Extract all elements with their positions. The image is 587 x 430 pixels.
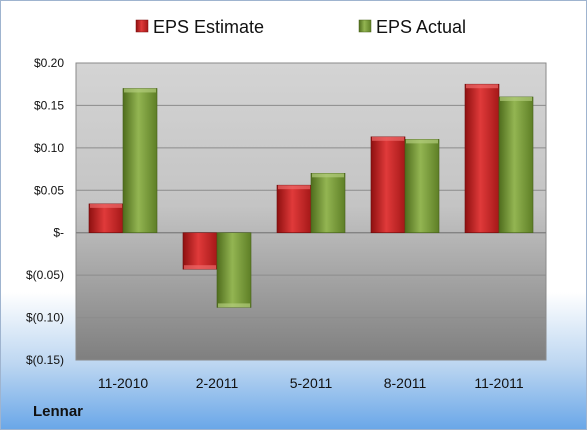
company-name: Lennar [33,403,84,420]
x-axis-labels: 11-2010 2-2011 5-2011 8-2011 11-2011 [98,375,524,391]
bar-eps-estimate-cap [466,84,498,89]
y-tick-label: $(0.05) [26,268,64,282]
y-tick-label: $0.10 [34,141,64,155]
bar-eps-actual [310,173,346,234]
x-category-label: 5-2011 [290,375,333,391]
bar-eps-actual-cap [500,96,532,101]
bar-eps-estimate [182,232,218,270]
bar-eps-estimate-cap [372,136,404,141]
bar-eps-actual-cap [124,88,156,93]
bar-eps-actual [404,139,440,234]
legend-swatch-estimate [135,19,149,33]
bar-eps-estimate [276,184,312,234]
bar-eps-actual-cap [218,303,250,308]
bar-eps-estimate [464,83,500,234]
x-category-label: 2-2011 [196,375,239,391]
y-tick-label: $0.05 [34,183,64,197]
y-tick-label: $- [53,226,64,240]
bar-eps-actual [122,88,158,234]
bar-eps-estimate-cap [90,203,122,208]
bar-eps-estimate-cap [278,185,310,190]
y-tick-label: $0.20 [34,56,64,70]
bar-eps-estimate-cap [184,265,216,270]
bar-eps-actual-cap [406,139,438,144]
y-tick-label: $(0.15) [26,353,64,367]
x-category-label: 8-2011 [384,375,427,391]
y-tick-label: $(0.10) [26,311,64,325]
x-category-label: 11-2011 [474,375,524,391]
legend: EPS Estimate EPS Actual [135,17,466,37]
bar-eps-estimate [370,136,406,234]
legend-swatch-actual [358,19,372,33]
bar-eps-estimate [88,203,124,234]
y-axis-ticks: $0.20 $0.15 $0.10 $0.05 $- $(0.05) $(0.10) $(0.… [26,56,64,367]
legend-label-actual: EPS Actual [376,17,466,37]
legend-label-estimate: EPS Estimate [153,17,264,37]
bar-eps-actual [216,232,252,308]
y-tick-label: $0.15 [34,98,64,112]
bar-eps-actual-cap [312,173,344,178]
x-category-label: 11-2010 [98,375,149,391]
bars [88,83,534,308]
bar-eps-actual [498,96,534,234]
